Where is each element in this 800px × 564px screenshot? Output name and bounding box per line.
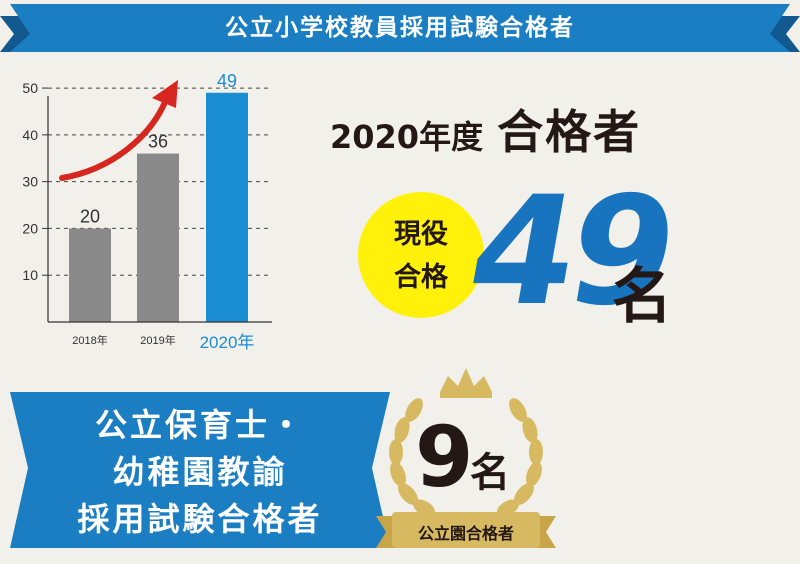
headline-title: 合格者: [497, 105, 642, 159]
y-tick-label: 50: [22, 80, 38, 96]
bar-data-label-2: 49: [217, 71, 237, 91]
badge-line-1: 現役: [394, 219, 448, 250]
nursery-line-1: 公立保育士・: [94, 406, 305, 444]
y-tick-label: 40: [22, 127, 38, 143]
bar-2: [206, 92, 248, 322]
x-tick-label-2: 2020年: [200, 333, 255, 352]
bar-data-label-0: 20: [80, 206, 100, 226]
crown-icon: [440, 368, 492, 392]
bar-chart: 10 20 30 40 50 20 2018年 36 2019年 49 2020年: [22, 71, 272, 352]
medal-unit: 名: [470, 450, 510, 496]
laurel-wreath-icon: [376, 368, 556, 548]
nursery-ribbon: [10, 392, 390, 548]
medal-label: 公立園合格者: [417, 524, 514, 543]
x-tick-label-1: 2019年: [140, 333, 175, 347]
growth-arrow-head-icon: [152, 80, 178, 108]
chart-labels: 10 20 30 40 50 20 2018年 36 2019年 49 2020年: [22, 71, 254, 352]
nursery-line-3: 採用試験合格者: [77, 500, 323, 538]
main-count-unit: 名: [612, 262, 672, 332]
bar-1: [137, 153, 179, 322]
badge-line-2: 合格: [394, 262, 448, 293]
top-ribbon: [0, 4, 800, 52]
chart-bars: [69, 92, 248, 322]
y-tick-label: 30: [22, 174, 38, 190]
x-tick-label-0: 2018年: [72, 333, 107, 347]
active-pass-badge: [358, 192, 484, 318]
headline-year: 2020年度: [330, 118, 484, 156]
growth-arrow-icon: [59, 97, 169, 181]
headline: 2020年度 合格者: [330, 96, 750, 166]
y-tick-label: 10: [22, 267, 38, 283]
y-tick-label: 20: [22, 220, 38, 236]
medal-number: 9: [415, 408, 474, 506]
nursery-line-2: 幼稚園教諭: [112, 453, 288, 491]
bar-data-label-1: 36: [148, 132, 168, 152]
top-title: 公立小学校教員採用試験合格者: [225, 15, 575, 41]
bar-0: [69, 228, 111, 322]
